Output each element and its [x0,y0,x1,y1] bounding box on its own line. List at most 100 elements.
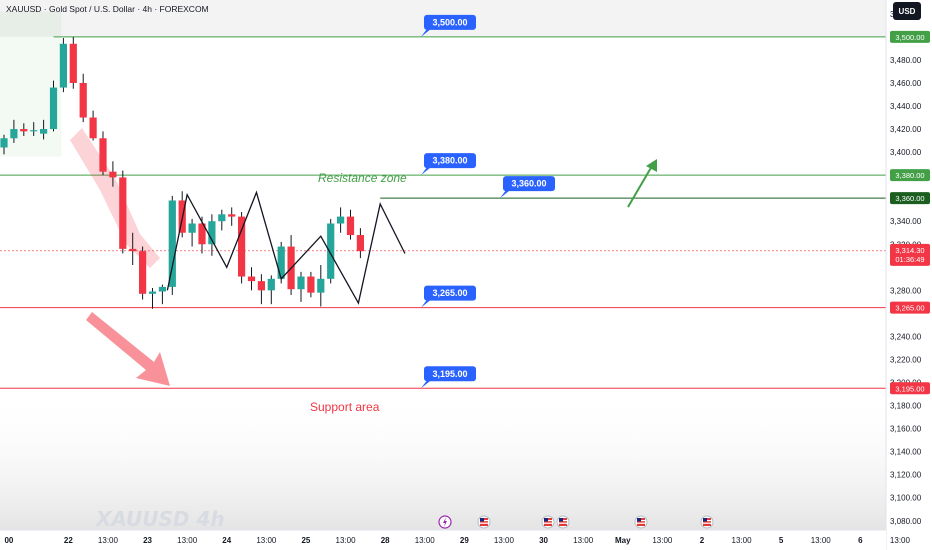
candle-body-35 [346,216,355,236]
arrow-annotations [70,128,657,386]
y-tick-16: 3,100.00 [890,494,922,503]
currency-button-label: USD [899,7,916,16]
level-tag-text-0: 3,500.00 [895,33,924,42]
x-tick-0: 00 [4,536,13,545]
callout-box-4 [424,366,476,382]
candle-body-8 [79,82,87,118]
background-shades [0,0,886,530]
x-tick-14: 13:00 [573,536,594,545]
event-markers [438,515,714,529]
level-tag-bg-3 [890,301,930,314]
candle-body-34 [337,216,345,224]
us-flag-event-icon [477,515,491,529]
candle-body-36 [356,235,364,252]
x-tick-1: 22 [64,536,73,545]
level-tag-bg-2 [890,192,930,205]
flag-icon-canton [637,518,641,522]
x-tick-8: 13:00 [336,536,357,545]
x-tick-3: 23 [143,536,152,545]
time-axis[interactable] [0,530,886,550]
flag-icon-stripes [637,518,645,526]
support-area-label: Support area [310,400,380,414]
callout-box-1 [424,153,476,169]
candle-body-7 [69,43,77,83]
callout-1: 3,380.00 [421,153,476,176]
y-tick-5: 3,400.00 [890,148,922,157]
callout-label-2: 3,360.00 [511,179,546,189]
callout-label-4: 3,195.00 [432,369,467,379]
callout-box-3 [424,285,476,301]
x-tick-6: 13:00 [256,536,277,545]
candle-body-20 [198,223,206,245]
level-tag-1: 3,380.00 [890,169,930,182]
time-axis-ticks: 00 22 13:00 23 13:00 24 13:00 25 13:00 28 13:00 29 1… [4,536,910,545]
us-flag-event-icon [556,515,570,529]
candle-body-4 [40,129,48,134]
flag-icon-white-2 [480,522,488,524]
bottom-fade [0,391,886,530]
down-arrow [86,312,170,386]
candle-body-3 [30,130,38,132]
candle-body-27 [267,278,275,291]
callout-pointer-1 [421,167,431,176]
x-tick-16: 13:00 [652,536,673,545]
flag-icon-stripes [559,518,567,526]
x-tick-20: 13:00 [811,536,832,545]
us-flag-event-icon [541,515,555,529]
y-tick-1: 3,480.00 [890,56,922,65]
x-tick-15: May [615,536,631,545]
flag-icon-canton [544,518,548,522]
chart-title: XAUUSD · Gold Spot / U.S. Dollar · 4h · … [6,4,209,14]
level-tag-text-4: 3,195.00 [895,384,924,393]
y-tick-12: 3,180.00 [890,402,922,411]
flag-icon-white-2 [637,522,645,524]
x-tick-18: 13:00 [732,536,753,545]
callout-0: 3,500.00 [421,14,476,37]
candle-body-15 [148,291,157,294]
candle-body-10 [99,138,107,172]
price-levels [0,36,886,389]
y-tick-14: 3,140.00 [890,448,922,457]
x-tick-17: 2 [700,536,705,545]
flag-icon-canton [559,518,563,522]
price-axis[interactable] [886,0,932,550]
candle-body-32 [317,278,325,293]
flag-icon-stripes [480,518,488,526]
current-price-tag-bg [890,243,930,266]
current-price-value: 3,314.30 [895,246,924,255]
bear-trend-arrow [70,128,160,268]
y-tick-10: 3,220.00 [890,355,922,364]
x-tick-19: 5 [779,536,784,545]
y-tick-4: 3,420.00 [890,125,922,134]
up-arrow-shaft [627,165,653,208]
level-tag-text-3: 3,265.00 [895,304,924,313]
y-tick-3: 3,440.00 [890,102,922,111]
level-tag-bg-4 [890,382,930,395]
level-tag-bg-0 [890,30,930,43]
candle-body-28 [277,246,285,279]
price-callouts: 3,500.00 3,380.00 3,360.00 3,265.00 3,195.00 [421,14,555,389]
candle-body-9 [89,117,97,139]
candle-body-16 [158,286,166,292]
candlesticks [0,36,364,309]
candle-body-31 [307,276,315,293]
flag-icon-stripes [703,518,711,526]
currency-button[interactable]: USD [893,2,921,20]
x-tick-10: 13:00 [415,536,436,545]
callout-box-2 [503,176,555,192]
callout-2: 3,360.00 [500,176,555,199]
resistance-zone-label: Resistance zone [318,171,407,185]
level-tag-0: 3,500.00 [890,30,930,43]
lightning-event-icon [438,515,452,529]
candle-body-11 [109,171,117,178]
flag-icon-canton [703,518,707,522]
zigzag-path [166,190,406,305]
candle-body-24 [238,216,246,277]
candle-body-13 [129,248,137,252]
y-tick-15: 3,120.00 [890,471,922,480]
candle-body-0 [0,138,8,148]
candle-body-30 [297,276,305,290]
x-tick-13: 30 [539,536,548,545]
